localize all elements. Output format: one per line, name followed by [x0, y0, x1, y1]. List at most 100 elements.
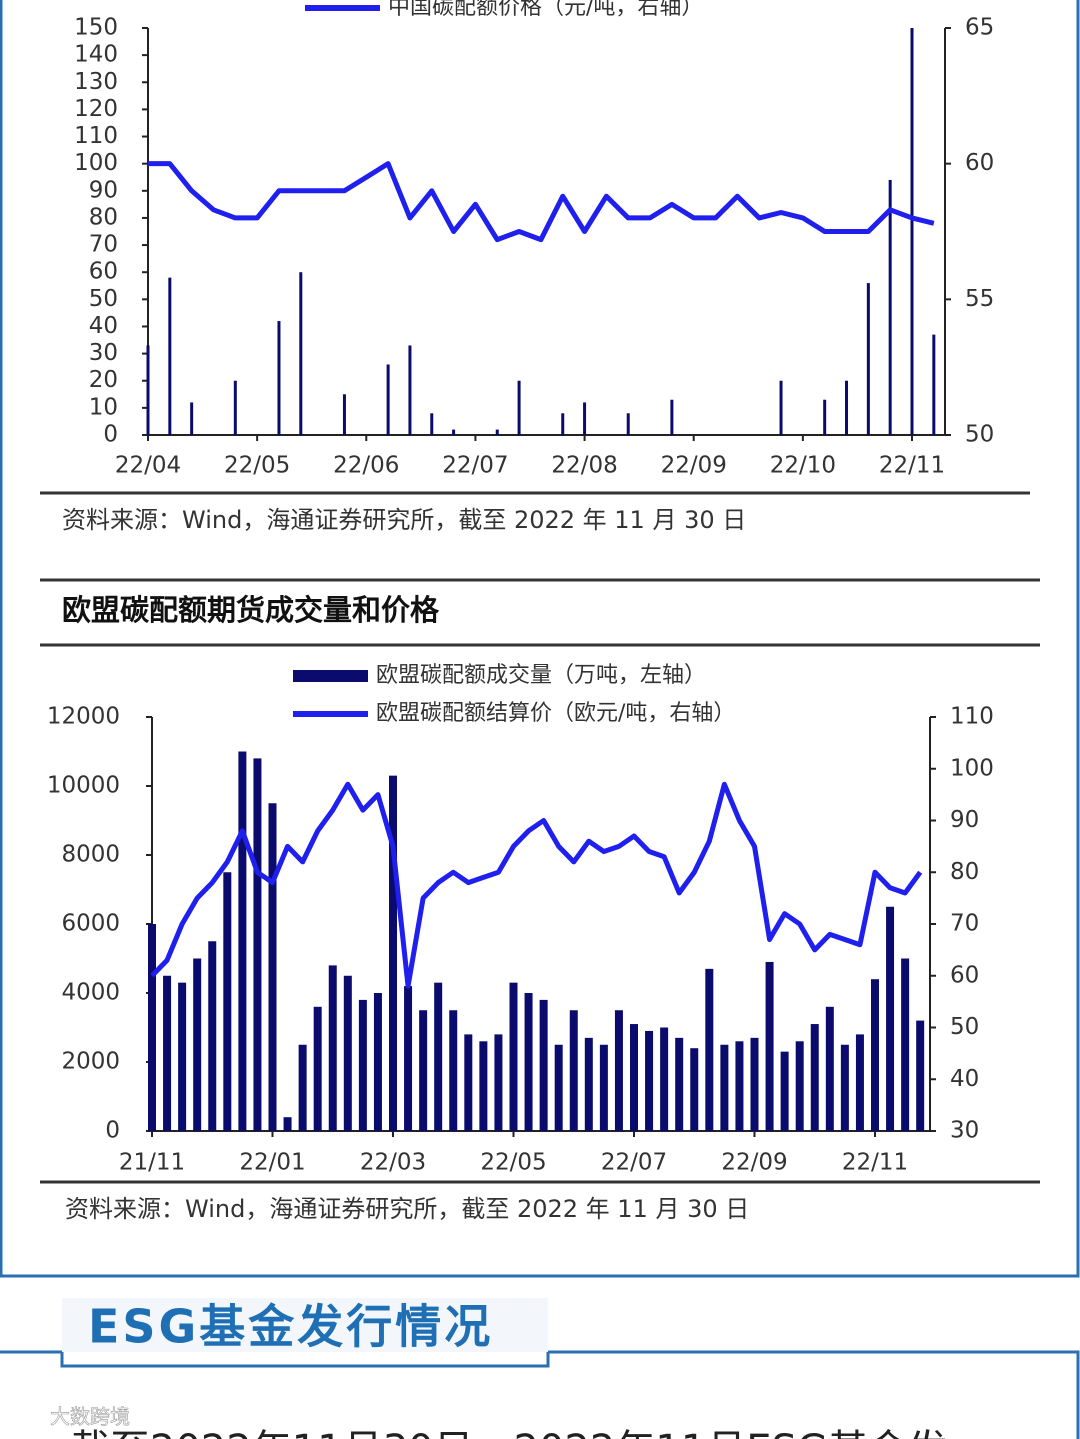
bar: [825, 1006, 834, 1131]
y-tick-label: 140: [74, 42, 118, 68]
x-tick-label: 22/08: [551, 453, 617, 479]
bar: [434, 982, 443, 1131]
bar: [342, 394, 346, 435]
bar: [283, 1117, 292, 1131]
source-note: 资料来源：Wind，海通证券研究所，截至 2022 年 11 月 30 日: [65, 1195, 749, 1223]
bar: [178, 982, 187, 1131]
bar: [517, 380, 521, 435]
source-note: 资料来源：Wind，海通证券研究所，截至 2022 年 11 月 30 日: [62, 506, 746, 534]
bar: [190, 402, 194, 435]
y2-tick-label: 50: [950, 1014, 979, 1040]
bar: [845, 380, 849, 435]
bar: [277, 321, 281, 435]
bar: [855, 1034, 864, 1131]
bar: [823, 399, 827, 435]
bar: [233, 380, 237, 435]
bar: [430, 413, 434, 435]
y-tick-label: 120: [74, 96, 118, 122]
bar: [163, 975, 172, 1131]
bar: [509, 982, 518, 1131]
bar: [916, 1020, 925, 1131]
bar: [810, 1024, 819, 1131]
line: [150, 781, 923, 989]
section-bg: [62, 1298, 548, 1352]
frame: [0, 0, 1080, 1278]
bar: [298, 1044, 307, 1131]
y-tick-label: 150: [74, 15, 118, 41]
bar: [419, 1010, 428, 1131]
y2-tick-label: 70: [950, 911, 979, 937]
bar: [780, 1051, 789, 1131]
bar: [840, 1044, 849, 1131]
bar: [779, 380, 783, 435]
y-tick-label: 2000: [61, 1049, 120, 1075]
bar: [495, 429, 499, 435]
bar: [328, 965, 337, 1131]
bar: [223, 872, 232, 1131]
x-tick-label: 22/03: [360, 1150, 426, 1176]
x-tick-label: 22/05: [480, 1150, 546, 1176]
x-tick-label: 22/11: [879, 453, 945, 479]
x-tick-label: 22/07: [601, 1150, 667, 1176]
y-tick-label: 130: [74, 69, 118, 95]
section-title: ESG基金发行情况: [88, 1300, 493, 1354]
y-tick-label: 110: [74, 123, 118, 149]
chart-title: 欧盟碳配额期货成交量和价格: [62, 593, 440, 627]
x-tick-label: 22/11: [842, 1150, 908, 1176]
legend-label: 中国碳配额价格（元/吨，右轴）: [388, 0, 703, 20]
bar: [479, 1041, 488, 1131]
bar: [866, 283, 870, 435]
x-tick-label: 22/06: [333, 453, 399, 479]
bar: [524, 993, 533, 1131]
bar: [720, 1044, 729, 1131]
y-tick-label: 10: [89, 394, 118, 420]
y2-tick-label: 110: [950, 704, 994, 730]
bar: [539, 999, 548, 1131]
bar: [268, 803, 277, 1131]
bar: [146, 345, 150, 435]
x-tick-label: 22/10: [770, 453, 836, 479]
y-tick-label: 4000: [61, 980, 120, 1006]
y-tick-label: 90: [89, 177, 118, 203]
y-tick-label: 70: [89, 232, 118, 258]
y-tick-label: 12000: [47, 704, 120, 730]
legend-label: 欧盟碳配额成交量（万吨，左轴）: [376, 663, 706, 688]
y-tick-label: 50: [89, 286, 118, 312]
bar: [449, 1010, 458, 1131]
y-tick-label: 8000: [61, 842, 120, 868]
x-tick-label: 22/05: [224, 453, 290, 479]
bar: [389, 775, 397, 1131]
bar: [645, 1030, 654, 1131]
y-tick-label: 6000: [61, 911, 120, 937]
bar: [452, 429, 456, 435]
y-tick-label: 10000: [47, 773, 120, 799]
bar: [888, 179, 892, 435]
bar: [313, 1006, 322, 1131]
y2-tick-label: 60: [950, 962, 979, 988]
x-tick-label: 22/07: [442, 453, 508, 479]
bar: [932, 334, 936, 435]
bar: [630, 1024, 638, 1131]
bar: [343, 975, 352, 1131]
bar: [373, 993, 382, 1131]
section-frame: [0, 1350, 1080, 1439]
bar: [238, 751, 247, 1131]
y2-tick-label: 55: [965, 286, 994, 312]
bar: [583, 402, 587, 435]
y2-tick-label: 30: [950, 1118, 979, 1144]
x-tick-label: 22/09: [721, 1150, 787, 1176]
bar: [871, 979, 879, 1131]
y-tick-label: 20: [89, 367, 118, 393]
bar: [660, 1027, 669, 1131]
bar: [193, 958, 202, 1131]
y-tick-label: 80: [89, 204, 118, 230]
y-tick-label: 0: [105, 1118, 120, 1144]
bar: [690, 1048, 699, 1131]
y2-tick-label: 60: [965, 150, 994, 176]
y2-tick-label: 80: [950, 859, 979, 885]
y2-tick-label: 40: [950, 1066, 979, 1092]
line: [148, 161, 935, 243]
